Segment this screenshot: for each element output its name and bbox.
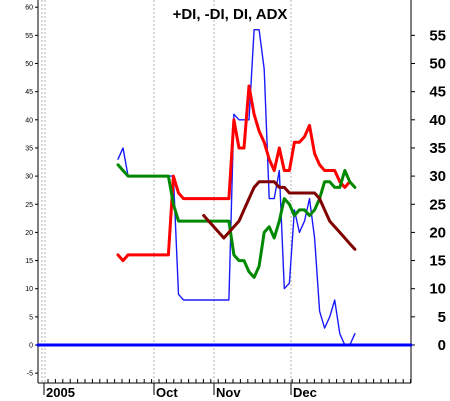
right-tick-label: 35 (429, 140, 446, 157)
right-tick-label: 5 (438, 309, 446, 326)
right-tick-label: 0 (438, 337, 446, 354)
right-tick-label: 20 (429, 224, 446, 241)
left-tick-label: 5 (29, 314, 33, 321)
right-tick-label: 30 (429, 168, 446, 185)
x-tick-label: 2005 (46, 385, 75, 400)
left-tick-label: 40 (25, 117, 33, 124)
right-tick-label: 10 (429, 281, 446, 298)
right-tick-label: 50 (429, 56, 446, 73)
right-tick-label: 15 (429, 253, 446, 270)
chart-title: +DI, -DI, DI, ADX (173, 6, 288, 23)
right-tick-label: 40 (429, 112, 446, 129)
right-tick-label: 45 (429, 84, 446, 101)
series-lines (36, 29, 413, 347)
series-line (116, 84, 352, 263)
left-tick-label: 50 (25, 61, 33, 68)
right-tick-label: 55 (429, 27, 446, 44)
left-tick-label: 15 (25, 258, 33, 265)
series-line (202, 180, 357, 251)
left-tick-label: 45 (25, 89, 33, 96)
left-tick-label: 55 (25, 33, 33, 40)
left-tick-label: 35 (25, 145, 33, 152)
right-tick-label: 25 (429, 196, 446, 213)
left-tick-label: -5 (27, 371, 33, 378)
left-tick-label: 30 (25, 174, 33, 181)
axes: 605550454035302520151050-555504540353025… (25, 0, 446, 400)
x-tick-label: Oct (156, 385, 178, 400)
x-tick-label: Dec (293, 385, 317, 400)
left-tick-label: 0 (29, 343, 33, 350)
series-line (116, 163, 357, 279)
left-tick-label: 60 (25, 5, 33, 12)
x-tick-label: Nov (216, 385, 241, 400)
left-tick-label: 10 (25, 286, 33, 293)
left-tick-label: 25 (25, 202, 33, 209)
left-tick-label: 20 (25, 230, 33, 237)
